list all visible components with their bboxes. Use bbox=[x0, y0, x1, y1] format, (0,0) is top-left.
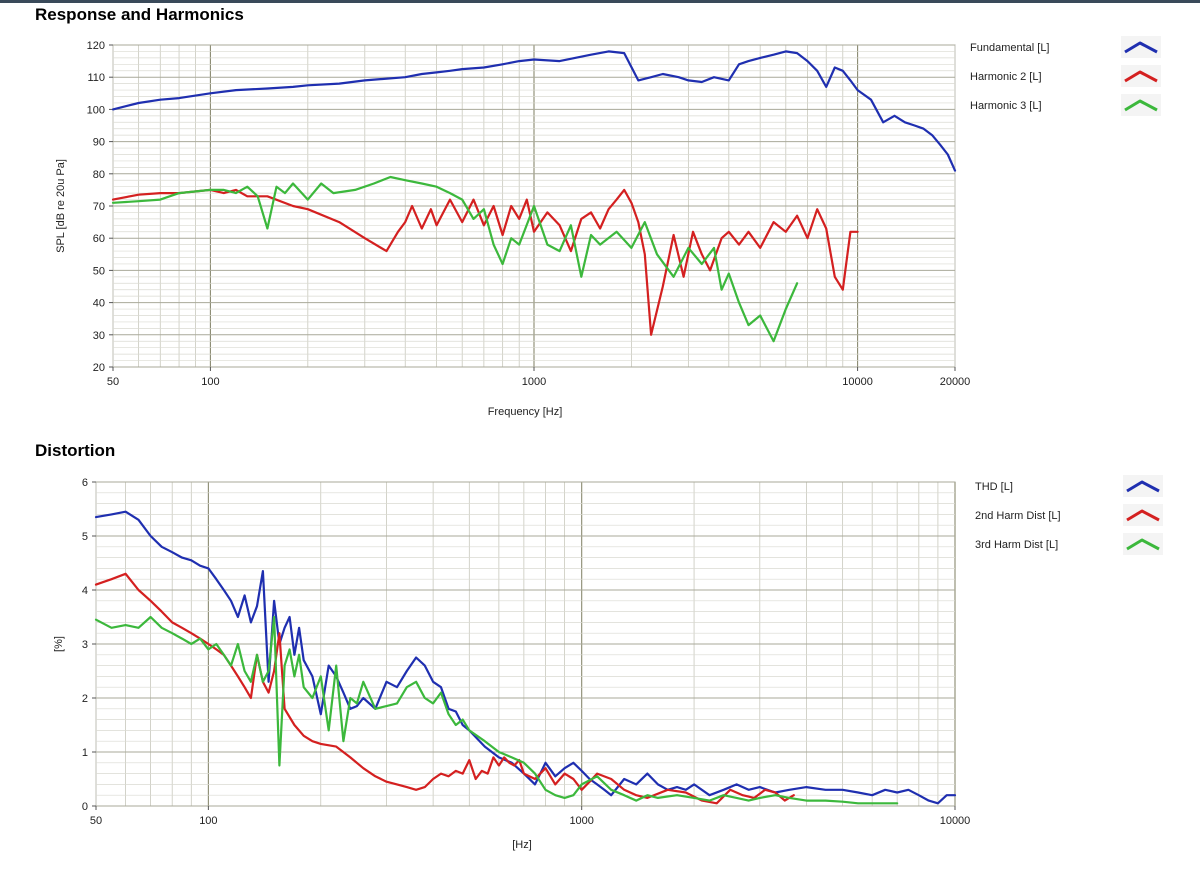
legend-swatch-box bbox=[1121, 94, 1161, 116]
x-tick-label: 100 bbox=[201, 376, 219, 388]
y-tick-label: 50 bbox=[93, 265, 105, 277]
legend-swatch-box bbox=[1121, 36, 1161, 58]
x-tick-label: 50 bbox=[107, 376, 119, 388]
y-tick-label: 1 bbox=[82, 747, 88, 759]
legend: THD [L] 2nd Harm Dist [L] 3rd Harm Dist [L… bbox=[975, 475, 1163, 555]
y-axis-label: [%] bbox=[53, 636, 65, 652]
y-tick-label: 90 bbox=[93, 137, 105, 149]
legend-swatch bbox=[1124, 70, 1158, 83]
x-tick-label: 10000 bbox=[842, 376, 873, 388]
response-chart-title: Response and Harmonics bbox=[35, 5, 244, 24]
y-axis-label: SPL [dB re 20u Pa] bbox=[55, 159, 67, 253]
x-tick-label: 1000 bbox=[569, 815, 593, 827]
legend-swatch-box bbox=[1121, 65, 1161, 87]
legend-label: 3rd Harm Dist [L] bbox=[975, 539, 1058, 551]
legend-label: 2nd Harm Dist [L] bbox=[975, 510, 1061, 522]
legend: Fundamental [L] Harmonic 2 [L] Harmonic 3 … bbox=[970, 36, 1161, 116]
legend-swatch bbox=[1126, 480, 1160, 493]
y-tick-label: 0 bbox=[82, 801, 88, 813]
y-tick-label: 20 bbox=[93, 362, 105, 374]
y-tick-label: 5 bbox=[82, 531, 88, 543]
legend-swatch-box bbox=[1123, 504, 1163, 526]
y-tick-label: 120 bbox=[87, 40, 105, 52]
series-line-3rd-harm-dist-l bbox=[94, 615, 899, 805]
x-tick-label: 10000 bbox=[940, 815, 971, 827]
y-tick-label: 3 bbox=[82, 639, 88, 651]
series-line-fundamental-l bbox=[111, 50, 957, 172]
legend-swatch bbox=[1126, 509, 1160, 522]
y-tick-label: 30 bbox=[93, 330, 105, 342]
legend-swatch bbox=[1124, 41, 1158, 54]
legend-swatch bbox=[1124, 99, 1158, 112]
distortion-chart: 0 1 2 3 4 5 6 50 100 1000 10000 [Hz] [%] THD [L] 2nd H… bbox=[53, 475, 1163, 851]
legend-swatch bbox=[1126, 538, 1160, 551]
response-chart: 20 30 40 50 60 70 80 90 100 110 120 50 100 1000 10000 2… bbox=[55, 36, 1161, 418]
y-tick-label: 110 bbox=[87, 72, 105, 84]
series-line-harmonic-3-l bbox=[111, 175, 799, 343]
legend-label: Harmonic 2 [L] bbox=[970, 71, 1042, 83]
x-axis-label: Frequency [Hz] bbox=[488, 406, 563, 418]
series-lines bbox=[94, 510, 957, 805]
y-tick-label: 2 bbox=[82, 693, 88, 705]
y-tick-label: 70 bbox=[93, 201, 105, 213]
window-top-border bbox=[0, 0, 1200, 3]
legend-label: Harmonic 3 [L] bbox=[970, 100, 1042, 112]
legend-swatch-box bbox=[1123, 475, 1163, 497]
x-tick-label: 1000 bbox=[522, 376, 546, 388]
x-tick-label: 100 bbox=[199, 815, 217, 827]
x-axis-label: [Hz] bbox=[512, 839, 532, 851]
y-tick-label: 80 bbox=[93, 169, 105, 181]
legend-swatch-box bbox=[1123, 533, 1163, 555]
x-tick-label: 20000 bbox=[940, 376, 971, 388]
legend-label: THD [L] bbox=[975, 481, 1013, 493]
y-tick-label: 4 bbox=[82, 585, 88, 597]
legend-label: Fundamental [L] bbox=[970, 42, 1050, 54]
y-tick-label: 6 bbox=[82, 477, 88, 489]
distortion-chart-title: Distortion bbox=[35, 441, 116, 460]
series-lines bbox=[111, 50, 957, 343]
y-tick-label: 100 bbox=[87, 104, 105, 116]
x-tick-label: 50 bbox=[90, 815, 102, 827]
y-tick-label: 60 bbox=[93, 233, 105, 245]
y-tick-label: 40 bbox=[93, 298, 105, 310]
